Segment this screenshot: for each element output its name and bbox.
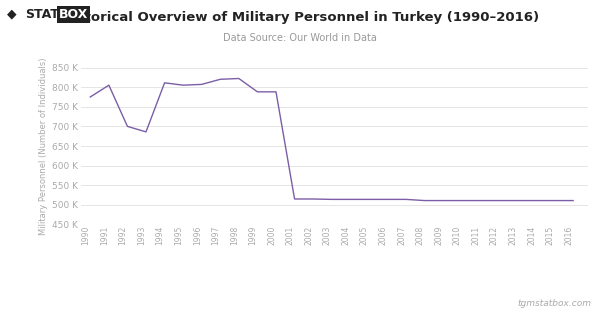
Text: Data Source: Our World in Data: Data Source: Our World in Data — [223, 33, 377, 43]
Text: STAT: STAT — [25, 8, 59, 21]
Text: ◆: ◆ — [7, 8, 17, 21]
Y-axis label: Military Personnel (Number of Individuals): Military Personnel (Number of Individual… — [39, 57, 48, 235]
Legend:  — [331, 309, 338, 314]
Text: Historical Overview of Military Personnel in Turkey (1990–2016): Historical Overview of Military Personne… — [61, 11, 539, 24]
Text: tgmstatbox.com: tgmstatbox.com — [517, 299, 591, 308]
Text: BOX: BOX — [59, 8, 88, 21]
